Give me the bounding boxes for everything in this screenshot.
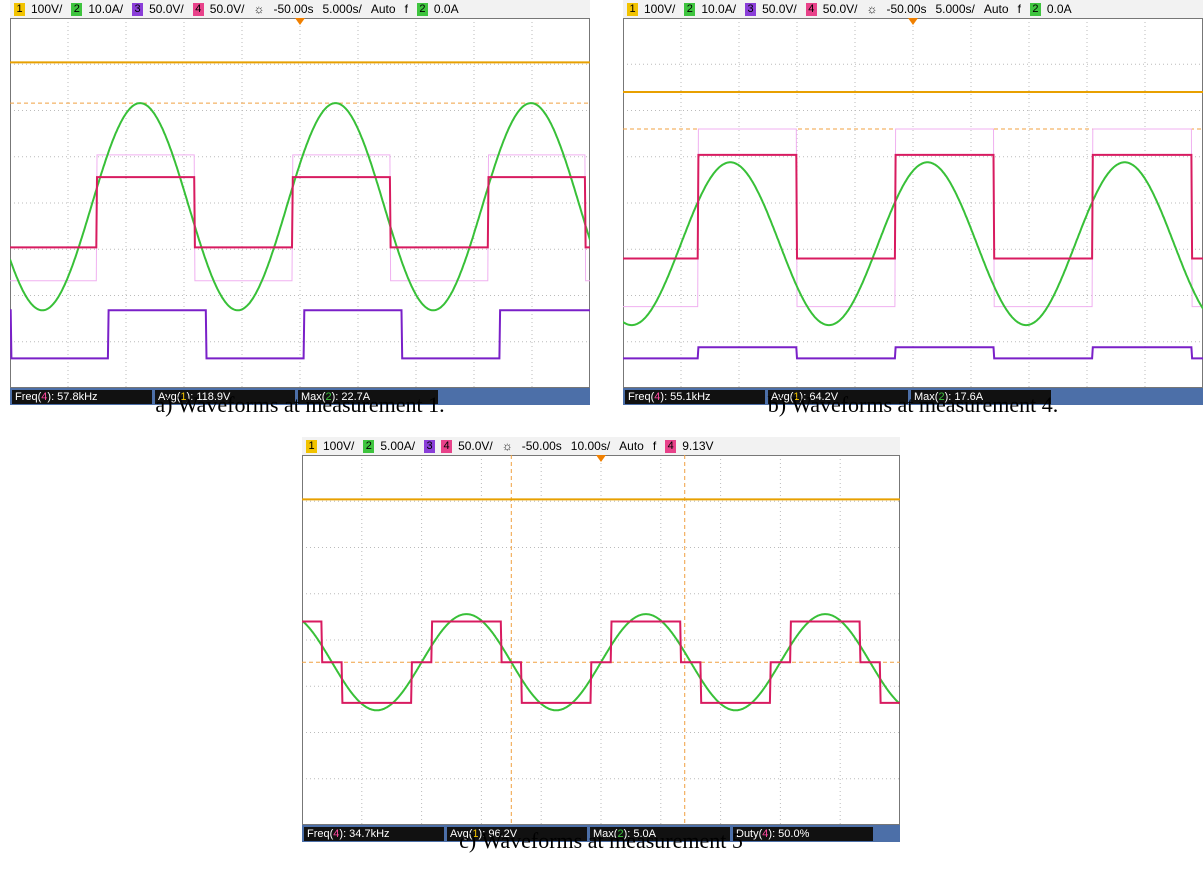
- header-setting: 100V/: [323, 439, 354, 453]
- scope-panel: 1 100V/2 10.0A/3 50.0V/4 50.0V/ ☼ -50.00s 5.000…: [623, 0, 1203, 405]
- scope-screen: [302, 455, 900, 825]
- caption: b) Waveforms at measurement 4.: [623, 392, 1203, 418]
- channel-badge: 1: [627, 3, 638, 16]
- channel-badge: 2: [71, 3, 82, 16]
- trigger-marker: [596, 455, 606, 462]
- header-setting: 100V/: [644, 2, 675, 16]
- header-setting: ☼: [253, 2, 264, 16]
- header-setting: ☼: [866, 2, 877, 16]
- header-setting: Auto: [619, 439, 644, 453]
- channel-badge: 3: [424, 440, 435, 453]
- header-setting: 50.0V/: [762, 2, 797, 16]
- scope-header: 1 100V/2 10.0A/3 50.0V/4 50.0V/ ☼ -50.00s 5.000…: [10, 0, 590, 18]
- waveform: [10, 177, 590, 247]
- waveform: [302, 622, 900, 703]
- caption: c) Waveforms at measurement 5: [302, 828, 900, 854]
- channel-badge: 1: [14, 3, 25, 16]
- trigger-marker: [295, 18, 305, 25]
- header-setting: f: [1018, 2, 1021, 16]
- header-setting: f: [653, 439, 656, 453]
- header-setting: f: [405, 2, 408, 16]
- header-setting: 0.0A: [1047, 2, 1072, 16]
- trigger-marker: [908, 18, 918, 25]
- header-setting: -50.00s: [273, 2, 313, 16]
- header-setting: 100V/: [31, 2, 62, 16]
- header-setting: Auto: [371, 2, 396, 16]
- header-setting: Auto: [984, 2, 1009, 16]
- channel-badge: 2: [1030, 3, 1041, 16]
- header-setting: 5.000s/: [936, 2, 975, 16]
- header-setting: 0.0A: [434, 2, 459, 16]
- header-setting: 9.13V: [682, 439, 713, 453]
- channel-badge: 2: [363, 440, 374, 453]
- caption: a) Waveforms at measurement 1.: [10, 392, 590, 418]
- header-setting: ☼: [502, 439, 513, 453]
- scope-panel: 1 100V/2 10.0A/3 50.0V/4 50.0V/ ☼ -50.00s 5.000…: [10, 0, 590, 405]
- channel-badge: 2: [417, 3, 428, 16]
- header-setting: 10.0A/: [701, 2, 736, 16]
- header-setting: 10.00s/: [571, 439, 610, 453]
- header-setting: 50.0V/: [823, 2, 858, 16]
- channel-badge: 3: [745, 3, 756, 16]
- scope-header: 1 100V/2 10.0A/3 50.0V/4 50.0V/ ☼ -50.00s 5.000…: [623, 0, 1203, 18]
- header-setting: 50.0V/: [149, 2, 184, 16]
- channel-badge: 4: [193, 3, 204, 16]
- scope-screen: [623, 18, 1203, 388]
- channel-badge: 3: [132, 3, 143, 16]
- header-setting: 50.0V/: [458, 439, 493, 453]
- header-setting: 5.00A/: [380, 439, 415, 453]
- channel-badge: 4: [441, 440, 452, 453]
- header-setting: 5.000s/: [323, 2, 362, 16]
- channel-badge: 4: [806, 3, 817, 16]
- channel-badge: 4: [665, 440, 676, 453]
- header-setting: 50.0V/: [210, 2, 245, 16]
- header-setting: -50.00s: [522, 439, 562, 453]
- waveform: [623, 347, 1203, 358]
- channel-badge: 2: [684, 3, 695, 16]
- scope-screen: [10, 18, 590, 388]
- header-setting: 10.0A/: [88, 2, 123, 16]
- header-setting: -50.00s: [886, 2, 926, 16]
- page: 1 100V/2 10.0A/3 50.0V/4 50.0V/ ☼ -50.00s 5.000…: [0, 0, 1203, 877]
- channel-badge: 1: [306, 440, 317, 453]
